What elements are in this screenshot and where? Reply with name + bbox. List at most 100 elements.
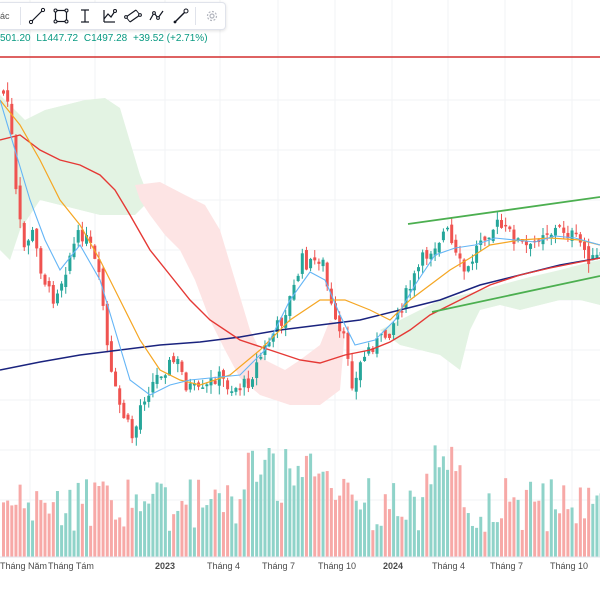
candle-body (392, 323, 396, 335)
candle-body (508, 226, 512, 230)
volume-bar (271, 453, 275, 557)
legend-change: +39.52 (+2.71%) (133, 33, 208, 44)
volume-bar (379, 525, 383, 557)
candle-body (358, 362, 362, 381)
volume-bar (122, 526, 126, 557)
volume-bar (238, 499, 242, 557)
candle-body (284, 315, 288, 328)
candle-body (114, 371, 118, 387)
candle-body (10, 103, 14, 135)
candle-body (487, 237, 491, 240)
candle-body (26, 240, 30, 246)
time-axis-label: 2024 (383, 561, 403, 571)
volume-bar (126, 479, 130, 557)
volume-bar (446, 469, 450, 557)
volume-bar (549, 479, 553, 557)
volume-bar (26, 502, 30, 557)
candle-body (205, 384, 209, 387)
candle-body (313, 257, 317, 261)
candle-body (47, 281, 51, 287)
candle-body (213, 380, 217, 384)
ohlc-legend: 501.20 L1447.72 C1497.28 +39.52 (+2.71%) (0, 33, 211, 44)
volume-bar (437, 467, 441, 557)
volume-bar (255, 481, 259, 557)
volume-bar (226, 485, 230, 557)
volume-bar (325, 471, 329, 557)
volume-bar (574, 523, 578, 557)
cloud-red-area (135, 182, 345, 405)
volume-bar (18, 484, 22, 557)
volume-bar (562, 485, 566, 557)
candle-body (168, 359, 171, 376)
rectangle-tool[interactable] (49, 4, 73, 28)
trend-line-tool[interactable] (25, 4, 49, 28)
volume-bar (553, 509, 557, 557)
channel-lower-line (431, 275, 600, 313)
candle-body (558, 225, 562, 227)
volume-bar (429, 484, 433, 557)
candle-body (450, 224, 454, 244)
candle-body (43, 274, 47, 285)
time-axis-label: Tháng Tám (48, 561, 94, 571)
candle-body (64, 274, 68, 288)
candle-body (346, 332, 350, 359)
candle-body (421, 252, 425, 266)
volume-bar (425, 473, 429, 557)
candle-body (296, 275, 300, 282)
volume-bar (504, 478, 508, 557)
volume-bar (64, 513, 68, 557)
candle-body (300, 253, 304, 274)
candle-body (172, 356, 176, 363)
volume-bar (309, 453, 313, 557)
volume-bar (479, 516, 483, 557)
volume-bar (454, 471, 458, 557)
cloud-green-area (0, 95, 150, 260)
candle-body (143, 401, 147, 405)
time-axis-label: Tháng 7 (262, 561, 295, 571)
volume-bar (68, 489, 72, 557)
volume-bar (105, 485, 109, 557)
long-position-tool[interactable] (97, 4, 121, 28)
candle-body (429, 253, 433, 260)
candle-body (89, 236, 93, 243)
candle-body (516, 238, 520, 241)
volume-bar (421, 497, 425, 557)
volume-bar (93, 482, 97, 557)
parallel-channel-tool[interactable] (121, 4, 145, 28)
candle-body (267, 342, 271, 347)
candle-body (325, 262, 329, 287)
brush-tool[interactable] (169, 4, 193, 28)
volume-bar (570, 507, 574, 557)
candle-body (446, 227, 450, 230)
candle-body (458, 253, 462, 259)
candle-body (321, 259, 325, 267)
volume-bar (367, 478, 371, 557)
volume-bar (197, 479, 201, 557)
settings[interactable] (200, 4, 224, 28)
candle-body (437, 242, 441, 253)
candle-body (93, 245, 97, 259)
candle-body (31, 229, 35, 241)
volume-bar (60, 525, 64, 557)
toolbar-stub-label: ác (0, 11, 10, 21)
volume-bar (263, 459, 267, 557)
volume-bar (520, 529, 524, 557)
text-tool[interactable] (73, 4, 97, 28)
candle-body (587, 246, 591, 265)
volume-bar (587, 487, 591, 557)
path-tool[interactable] (145, 4, 169, 28)
candle-body (549, 234, 553, 239)
candle-body (354, 377, 358, 392)
candle-body (51, 284, 55, 304)
drawing-toolbar: ác (0, 2, 226, 30)
candle-body (375, 338, 379, 354)
candle-body (363, 356, 367, 362)
candle-body (441, 231, 445, 241)
time-axis-label: Tháng 4 (207, 561, 240, 571)
volume-bar (234, 523, 238, 557)
volume-bar (591, 503, 595, 557)
volume-bar (155, 482, 159, 557)
volume-bar (163, 487, 167, 557)
volume-bar (76, 482, 80, 557)
